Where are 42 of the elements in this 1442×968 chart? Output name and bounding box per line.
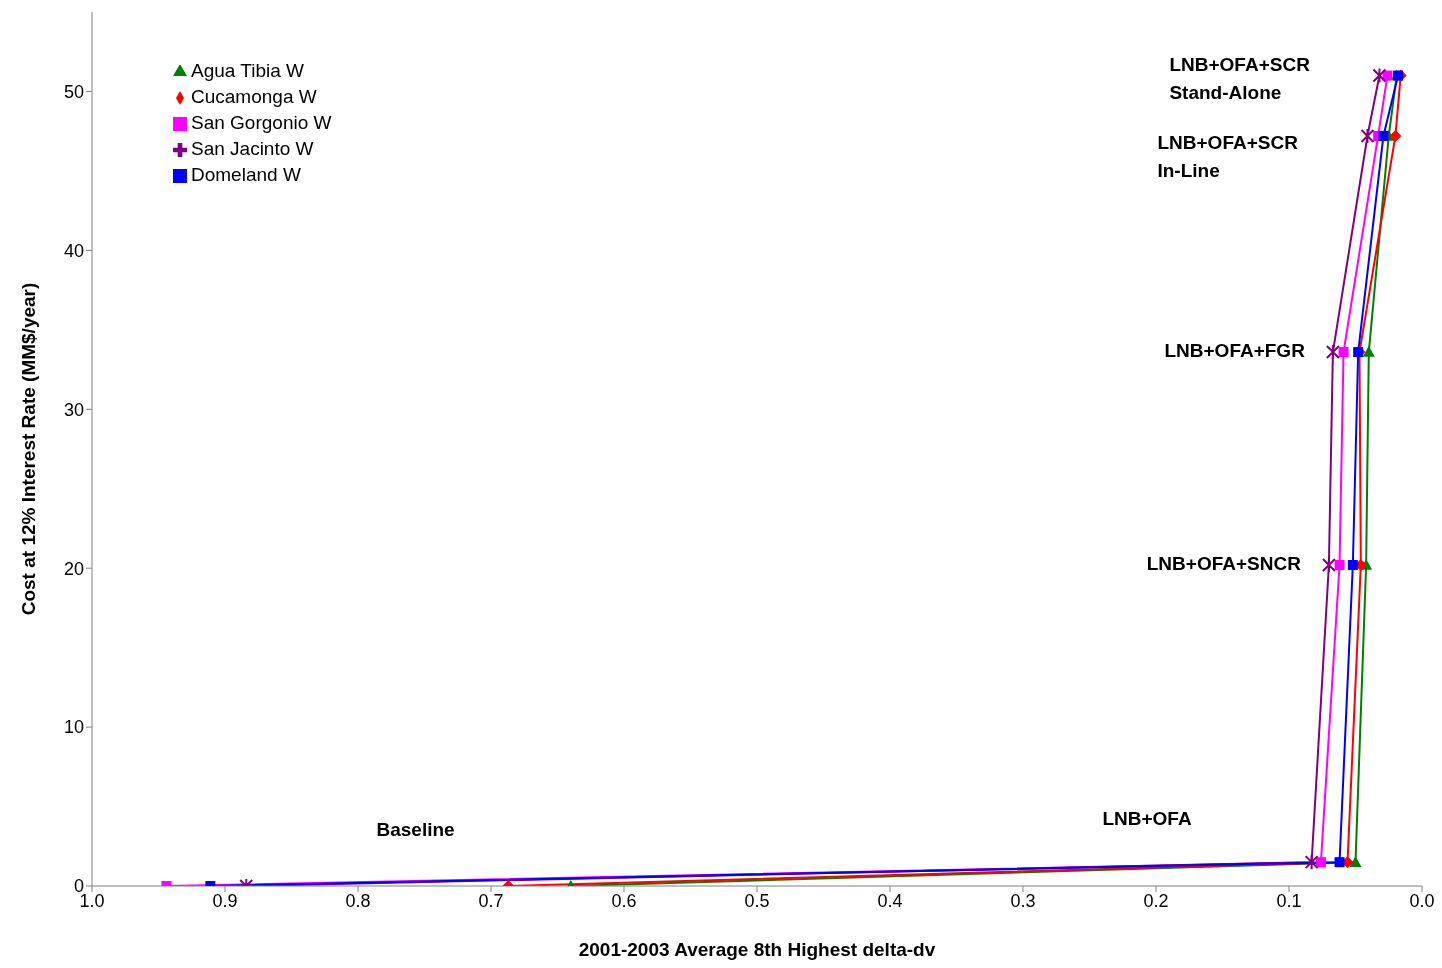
- point: [1315, 857, 1326, 868]
- annotation: LNB+OFA+FGR: [1164, 340, 1306, 362]
- y-tick-label: 10: [63, 717, 84, 738]
- y-tick-label: 40: [63, 240, 84, 261]
- x-tick-label: 0.4: [877, 890, 903, 911]
- y-tick-label: 20: [63, 558, 84, 579]
- legend-label: San Gorgonio W: [191, 112, 332, 133]
- point: [1325, 344, 1340, 361]
- x-tick-label: 0.7: [478, 890, 504, 911]
- x-tick-label: 0.8: [345, 890, 371, 911]
- point: [1347, 560, 1358, 570]
- annotation: LNB+OFA+SCR In-Line: [1157, 131, 1299, 181]
- point: [1349, 856, 1362, 867]
- point: [1338, 347, 1349, 358]
- point: [1372, 67, 1387, 84]
- y-tick-label: 50: [63, 81, 84, 102]
- annotation: LNB+OFA+SNCR: [1146, 553, 1302, 575]
- x-axis-title: 2001-2003 Average 8th Highest delta-dv: [578, 939, 936, 960]
- y-tick-label: 30: [63, 399, 84, 420]
- x-tick-label: 0.9: [212, 890, 238, 911]
- x-tick-label: 0.6: [611, 890, 637, 911]
- y-axis-title: Cost at 12% Interest Rate (MM$/year): [17, 282, 39, 616]
- x-tick-label: 0.0: [1409, 890, 1435, 911]
- x-tick-label: 0.2: [1143, 890, 1169, 911]
- annotation: LNB+OFA+SCR Stand-Alone: [1169, 53, 1311, 103]
- point: [1362, 346, 1375, 357]
- point: [1334, 857, 1345, 868]
- point: [1321, 557, 1336, 573]
- point: [1378, 130, 1389, 141]
- x-tick-label: 0.3: [1010, 890, 1036, 911]
- point: [1360, 127, 1375, 144]
- legend-label: San Jacinto W: [191, 138, 314, 159]
- legend-label: Agua Tibia W: [191, 60, 304, 81]
- point: [1389, 129, 1402, 142]
- x-tick-label: 0.1: [1276, 890, 1302, 911]
- point: [1334, 560, 1345, 570]
- legend-label: Domeland W: [191, 164, 301, 185]
- legend-label: Cucamonga W: [191, 86, 317, 107]
- point: [1304, 854, 1319, 871]
- annotation: Baseline: [376, 819, 455, 841]
- annotation: LNB+OFA: [1102, 808, 1192, 830]
- x-tick-label: 0.5: [744, 890, 770, 911]
